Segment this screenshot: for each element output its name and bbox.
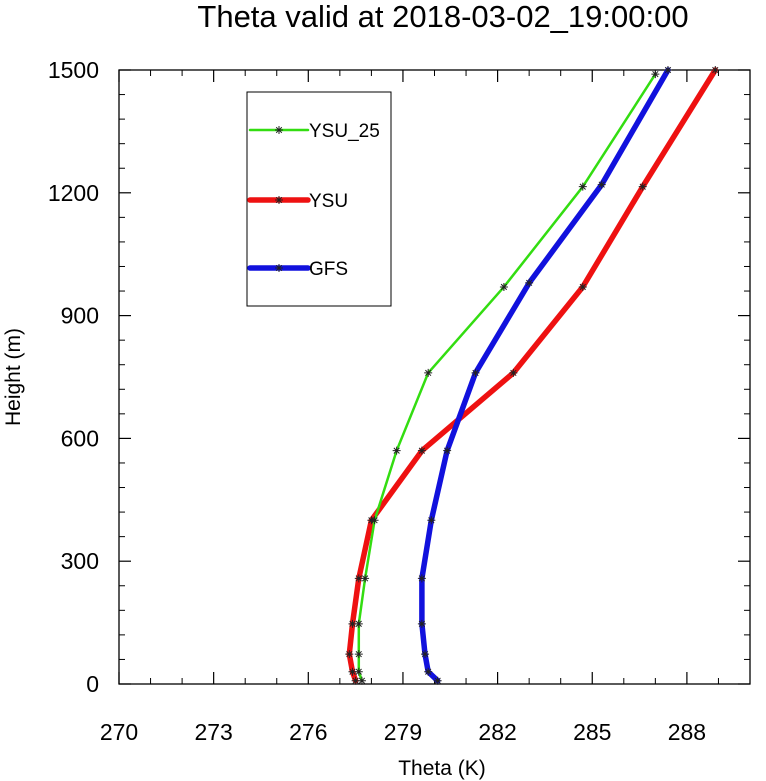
legend-label: YSU_25 bbox=[309, 121, 380, 142]
data-point-ysu-25 bbox=[357, 676, 366, 685]
data-point-ysu bbox=[351, 676, 360, 685]
data-point-ysu bbox=[638, 182, 647, 191]
legend-item-gfs: GFS bbox=[247, 259, 348, 280]
data-point-ysu-25 bbox=[424, 368, 433, 377]
data-point-gfs bbox=[443, 446, 452, 455]
y-tick-label: 600 bbox=[61, 425, 99, 451]
data-point-ysu-25 bbox=[392, 446, 401, 455]
plot-series bbox=[345, 66, 720, 685]
axes: 270 273 276 279 282 285 288 0 300 600 900 1200 1500 bbox=[48, 57, 751, 745]
x-tick-label: 285 bbox=[573, 719, 611, 745]
series-line-gfs bbox=[419, 67, 671, 684]
chart-title: Theta valid at 2018-03-02_19:00:00 bbox=[197, 0, 688, 34]
data-point-gfs bbox=[417, 619, 426, 628]
x-axis-label: Theta (K) bbox=[398, 757, 486, 780]
legend-item-ysu: YSU bbox=[247, 191, 348, 212]
data-point-ysu bbox=[509, 368, 518, 377]
x-tick-label: 288 bbox=[668, 719, 706, 745]
data-point-gfs bbox=[597, 180, 606, 189]
data-point-gfs bbox=[471, 368, 480, 377]
legend: YSU_25 YSU GFS bbox=[246, 91, 392, 307]
data-point-ysu-25 bbox=[354, 619, 363, 628]
data-point-ysu bbox=[348, 619, 357, 628]
y-tick-label: 300 bbox=[61, 548, 99, 574]
data-point-ysu-25 bbox=[499, 282, 508, 291]
x-tick-label: 282 bbox=[478, 719, 516, 745]
data-point-gfs bbox=[417, 574, 426, 583]
data-point-ysu-25 bbox=[370, 516, 379, 525]
data-point-ysu-25 bbox=[578, 182, 587, 191]
legend-marker bbox=[275, 264, 283, 272]
y-axis-label: Height (m) bbox=[2, 328, 25, 426]
data-point-gfs bbox=[421, 650, 430, 659]
series-ysu-25 bbox=[354, 70, 660, 685]
y-tick-label: 900 bbox=[61, 303, 99, 329]
data-point-ysu-25 bbox=[361, 574, 370, 583]
data-point-gfs bbox=[424, 667, 433, 676]
data-point-ysu bbox=[578, 282, 587, 291]
data-point-gfs bbox=[427, 516, 436, 525]
legend-marker bbox=[275, 196, 283, 204]
data-point-ysu-25 bbox=[354, 667, 363, 676]
series-line-ysu bbox=[346, 67, 719, 684]
legend-label: GFS bbox=[309, 259, 348, 280]
data-point-ysu bbox=[354, 574, 363, 583]
data-point-ysu bbox=[348, 667, 357, 676]
y-tick-label: 0 bbox=[86, 671, 99, 697]
x-tick-label: 279 bbox=[384, 719, 422, 745]
data-point-gfs bbox=[663, 66, 672, 74]
data-point-ysu bbox=[711, 66, 720, 74]
x-tick-label: 276 bbox=[289, 719, 327, 745]
legend-label: YSU bbox=[309, 191, 348, 212]
series-ysu bbox=[345, 66, 720, 685]
y-tick-label: 1500 bbox=[48, 57, 99, 83]
legend-item-ysu-25: YSU_25 bbox=[248, 121, 380, 142]
series-gfs bbox=[417, 66, 672, 685]
data-point-ysu bbox=[345, 650, 354, 659]
x-tick-label: 270 bbox=[100, 719, 138, 745]
y-tick-label: 1200 bbox=[48, 180, 99, 206]
data-point-ysu-25 bbox=[651, 70, 660, 79]
legend-marker bbox=[275, 126, 283, 134]
data-point-gfs bbox=[525, 278, 534, 287]
data-point-gfs bbox=[433, 676, 442, 685]
x-tick-label: 273 bbox=[194, 719, 232, 745]
data-point-ysu bbox=[417, 446, 426, 455]
data-point-ysu-25 bbox=[354, 650, 363, 659]
